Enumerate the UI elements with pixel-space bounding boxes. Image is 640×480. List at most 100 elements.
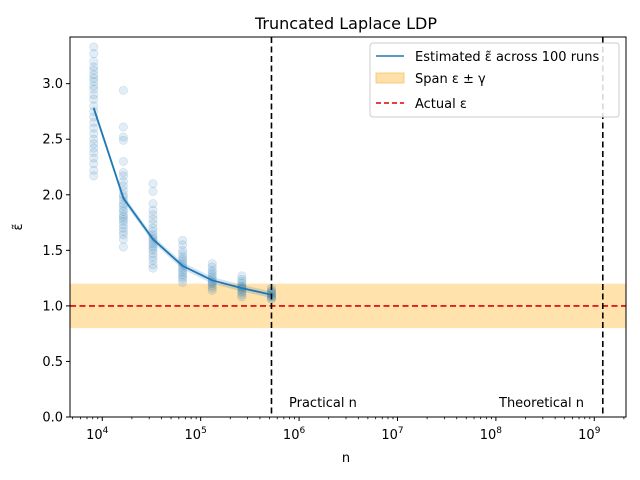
run-point <box>178 240 188 250</box>
plot-area <box>70 37 626 417</box>
run-point <box>118 176 128 186</box>
run-point <box>148 210 158 220</box>
run-point <box>207 262 217 272</box>
run-point <box>207 285 217 295</box>
run-point <box>207 259 217 269</box>
run-point <box>148 252 158 262</box>
run-point <box>178 249 188 259</box>
run-point <box>178 235 188 245</box>
run-point <box>148 249 158 259</box>
y-tick-label: 0.5 <box>42 355 63 370</box>
y-tick-label: 3.0 <box>42 77 63 92</box>
run-point <box>178 245 188 255</box>
run-point <box>207 281 217 291</box>
run-point <box>207 268 217 278</box>
run-point <box>207 270 217 280</box>
legend-label-span: Span ε ± γ <box>415 72 486 87</box>
x-axis-label: n <box>342 451 350 466</box>
run-point <box>148 199 158 209</box>
run-point <box>118 216 128 226</box>
run-point <box>237 292 247 302</box>
chart-title: Truncated Laplace LDP <box>254 14 437 33</box>
y-tick-label: 1.0 <box>42 299 63 314</box>
run-point <box>89 49 99 59</box>
run-point <box>118 156 128 166</box>
run-point <box>89 134 99 144</box>
run-point <box>237 271 247 281</box>
run-point <box>237 274 247 284</box>
legend-frame <box>369 42 620 118</box>
run-point <box>148 179 158 189</box>
run-point <box>118 234 128 244</box>
run-point <box>89 129 99 139</box>
run-point <box>118 226 128 236</box>
run-point <box>148 223 158 233</box>
legend-label-estimated: Estimated ε̃ across 100 runs <box>415 50 600 65</box>
run-point <box>148 241 158 251</box>
run-point <box>148 260 158 270</box>
legend-band-swatch <box>375 72 405 84</box>
run-point <box>148 236 158 246</box>
legend-label-actual: Actual ε <box>415 97 467 112</box>
run-point <box>118 135 128 145</box>
run-point <box>178 270 188 280</box>
run-point <box>178 274 188 284</box>
run-point <box>89 62 99 72</box>
run-point <box>118 212 128 222</box>
run-point <box>89 73 99 83</box>
run-point <box>118 230 128 240</box>
run-point <box>148 219 158 229</box>
run-point <box>118 206 128 216</box>
run-point <box>89 81 99 91</box>
run-point <box>118 242 128 252</box>
run-point <box>89 94 99 104</box>
run-point <box>89 148 99 158</box>
run-point <box>148 205 158 215</box>
run-point <box>118 223 128 233</box>
run-point <box>148 186 158 196</box>
y-tick-label: 2.5 <box>42 133 63 148</box>
run-point <box>118 85 128 95</box>
run-point <box>89 70 99 80</box>
run-point <box>148 226 158 236</box>
run-point <box>89 56 99 66</box>
run-point <box>237 290 247 300</box>
run-point <box>118 204 128 214</box>
run-point <box>118 132 128 142</box>
x-tick-label: 107 <box>381 426 403 443</box>
y-axis-label: ε̃ <box>11 223 26 230</box>
run-point <box>89 76 99 86</box>
run-point <box>178 268 188 278</box>
run-point <box>178 259 188 269</box>
run-point <box>89 139 99 149</box>
run-point <box>89 90 99 100</box>
run-point <box>89 42 99 52</box>
x-tick-label: 104 <box>86 426 109 443</box>
y-tick-label: 0.0 <box>42 411 63 426</box>
run-point <box>118 122 128 132</box>
run-point <box>207 283 217 293</box>
run-point <box>148 214 158 224</box>
run-point <box>118 201 128 211</box>
run-point <box>89 123 99 133</box>
y-tick-label: 1.5 <box>42 244 63 259</box>
run-point <box>148 245 158 255</box>
run-point <box>148 255 158 265</box>
run-point <box>89 171 99 181</box>
run-point <box>148 263 158 273</box>
theoretical-n-label: Theoretical n <box>498 396 584 411</box>
run-point <box>118 214 128 224</box>
run-point <box>89 143 99 153</box>
run-point <box>118 210 128 220</box>
run-point <box>237 276 247 286</box>
run-point <box>178 254 188 264</box>
run-point <box>148 243 158 253</box>
run-point <box>207 265 217 275</box>
x-tick-label: 106 <box>283 426 306 443</box>
axes: 0.0 0.5 1.0 1.5 2.0 2.5 3.0 104 105 106 107 108 109 <box>42 36 627 443</box>
run-point <box>89 165 99 175</box>
plot-frame <box>69 36 627 418</box>
run-point <box>118 220 128 230</box>
x-tick-label: 105 <box>185 426 207 443</box>
